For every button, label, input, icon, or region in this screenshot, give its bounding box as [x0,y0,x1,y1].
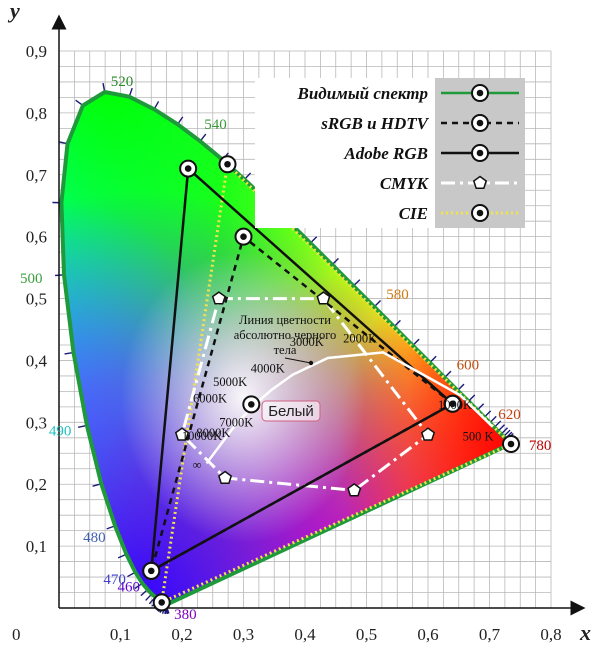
temperature-label: ∞ [193,458,202,472]
legend-label: CIE [399,204,428,223]
x-tick-label: 0,3 [233,625,254,644]
x-axis-title: x [579,620,591,645]
wavelength-label: 500 [20,271,43,287]
y-tick-label: 0,3 [26,413,47,432]
series-markers-3 [174,291,436,497]
x-tick-label: 0,4 [294,625,316,644]
series-markers-2 [142,159,462,580]
pentagon-marker [420,427,436,441]
wavelength-label: 780 [529,438,552,454]
pentagon-marker [472,175,488,190]
legend-label: Adobe RGB [343,144,428,163]
pentagon-marker [218,470,233,485]
point-marker-dot [507,440,515,448]
y-tick-label: 0,4 [26,351,48,370]
wavelength-label: 490 [49,423,72,439]
temperature-label: 3000K [290,335,324,349]
point-marker-dot [476,209,484,217]
pentagon-marker [174,427,190,441]
wavelength-label: 620 [498,407,520,423]
pentagon-marker [211,291,226,305]
point-marker-dot [184,165,192,172]
point-marker-dot [476,149,484,157]
pentagon-marker [347,482,362,497]
y-tick-label: 0,1 [26,537,47,556]
series-2 [150,167,454,573]
wavelength-label: 520 [111,74,134,90]
point-marker-dot [158,599,166,606]
x-tick-label: 0,5 [356,625,377,644]
white-point: Белый [242,395,321,422]
note-pointer-dot [308,360,314,366]
wavelength-label: 470 [103,572,126,588]
planckian-curve [205,351,494,464]
temperature-label: 10000K [182,429,222,443]
y-tick-label: 0,5 [26,290,47,309]
legend: Видимый спектр sRGB и HDTV Adobe RGB CMYK CI… [255,78,525,228]
point-marker-dot [147,567,155,575]
point-marker-dot [248,401,255,408]
x-tick-label: 0,7 [479,625,501,644]
wavelength-label: 380 [174,607,197,623]
white-point-label: Белый [268,403,314,420]
pentagon-marker [316,291,331,305]
x-tick-label: 0,6 [417,625,438,644]
wavelength-label: 540 [204,117,227,133]
x-tick-label: 0,8 [540,625,561,644]
gamut-series [142,155,521,612]
temperature-label: 4000K [251,362,285,376]
point-marker-dot [476,89,484,97]
temperature-label: 1000K [438,398,472,412]
y-tick-label: 0,6 [26,228,47,247]
note-line-1: Линия цветности [239,313,331,327]
point-marker-dot [224,160,231,168]
wavelength-label: 600 [457,357,480,373]
note-line-2: абсолютно черного [234,328,337,342]
wavelength-label: 480 [83,530,106,546]
x-tick-label: 0,1 [110,625,131,644]
axes [51,14,586,616]
point-marker-dot [240,233,247,240]
wavelength-label: 460 [118,580,141,596]
y-tick-label: 0,7 [26,166,48,185]
legend-label: CMYK [380,174,430,193]
x-tick-label: 0,2 [171,625,192,644]
wavelength-label: 580 [386,287,409,303]
y-tick-label: 0,9 [26,42,47,61]
temperature-label: 2000K [343,331,377,345]
y-tick-label: 0,2 [26,475,47,494]
y-tick-label: 0,8 [26,104,47,123]
axis-tick-labels: 0,1 0,2 0,3 0,4 0,5 0,6 0,7 0,8 0,1 0,2 0,3 0,4 0,5 0… [26,42,562,644]
white-label-box [261,400,321,422]
blackbody-note: Линия цветности абсолютно черного тела [234,313,337,357]
temperature-label: 8000K [196,426,230,440]
point-marker-dot [449,400,456,408]
note-pointer [284,357,312,364]
point-marker-dot [476,119,484,127]
series-markers-4 [152,155,521,612]
temperature-label: 7000K [219,415,253,429]
planckian-locus: 500 K 1000K 2000K 3000K 4000K 5000K 6000K 7000K… [182,331,494,472]
series-outline [150,167,454,573]
y-axis-title: y [7,0,20,23]
temperature-label: 6000K [193,392,227,406]
legend-label: Видимый спектр [297,84,429,103]
note-line-3: тела [274,343,297,357]
legend-label: sRGB и HDTV [320,114,429,133]
origin-label: 0 [12,625,21,644]
temperature-label: 5000K [213,375,247,389]
temperature-label: 500 K [463,430,494,444]
